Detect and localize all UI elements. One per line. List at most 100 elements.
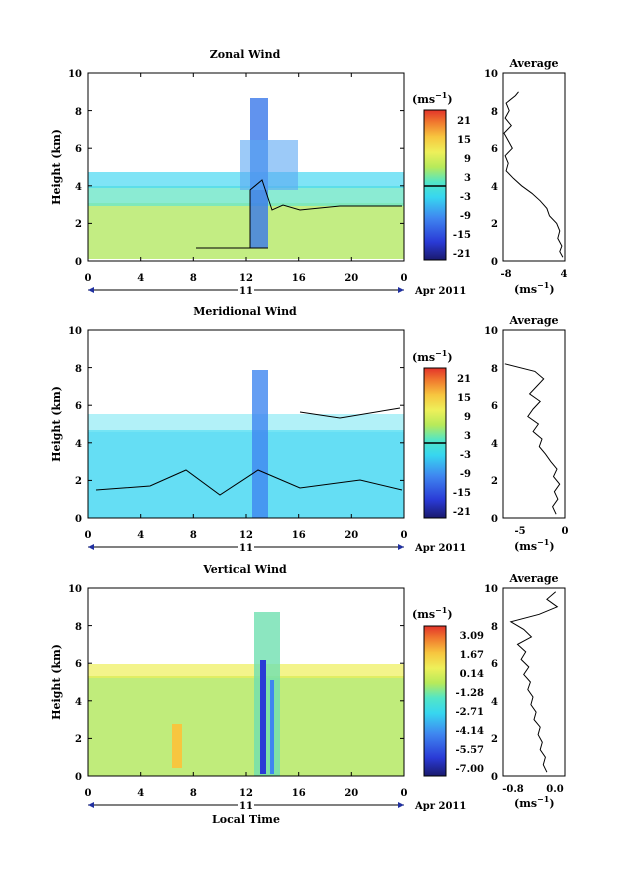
ytick-label: 6 [75,401,82,412]
panel-title: Vertical Wind [202,563,287,576]
colorbar-tick: -3 [460,450,471,461]
day-label: 11 [239,286,253,297]
ytick-label: 4 [75,697,82,708]
colorbar-tick: -15 [453,230,471,241]
average-x-label: (ms−1) [514,280,555,296]
average-frame [502,587,566,777]
ytick-0: 0 [75,257,404,268]
colorbar-tick: -21 [453,249,471,260]
colorbar-tick: 1.67 [460,650,484,661]
average-x-label: (ms−1) [514,537,555,553]
average-xtick-label: 4 [561,269,568,280]
convective-core [252,370,268,518]
ytick-label: 6 [491,401,498,412]
colorbar-tick: -5.57 [455,745,484,756]
colorbar-unit: (ms−1) [412,348,453,364]
colorbar-tick: 15 [457,393,471,404]
colorbar-tick: -21 [453,507,471,518]
xtick-label: 4 [137,788,144,799]
y-axis-label: Height (km) [50,386,63,462]
day-label: 11 [239,801,253,812]
ytick-label: 0 [491,514,498,525]
heatmap-field [88,612,404,776]
convective-column [254,612,280,776]
xtick-label: 16 [292,530,306,541]
heatmap-field [88,370,404,518]
average-title: Average [508,314,558,327]
average-y-axis: 0 2 4 6 8 10 [484,584,498,783]
xtick-label: 4 [137,530,144,541]
average-profile: Average 0 2 4 6 8 10 -8 4 (ms−1) [484,57,567,296]
colorbar-tick: 9 [464,412,471,423]
downdraft-core [260,660,266,774]
convective-edge [240,140,298,190]
band-upper [88,664,404,678]
band-low [88,203,404,259]
colorbar: (ms−1) 3.09 1.67 0.14 -1.28 -2.71 -4.14 … [412,605,484,777]
average-y-axis: 0 2 4 6 8 10 [484,326,498,525]
colorbar-tick: 21 [457,116,471,127]
xtick-label: 16 [292,273,306,284]
xtick: 0 [85,73,92,284]
band-upper [88,414,404,432]
day-bar: 11 Apr 2011 [88,284,466,297]
average-title: Average [508,572,558,585]
ytick-8: 8 [75,107,404,118]
band-mid [88,186,404,206]
x-axis-label: Local Time [212,813,280,826]
colorbar-tick: -1.28 [455,688,484,699]
colorbar-unit: (ms−1) [412,90,453,106]
colorbar-tick: -9 [460,211,471,222]
zonal-wind-panel: Zonal Wind 0 2 4 6 8 10 Height (km) 0 4 … [50,48,568,297]
average-xtick-label: -0.8 [502,784,524,795]
xtick-label: 0 [85,530,92,541]
ytick-2: 2 [75,219,404,230]
colorbar-unit: (ms−1) [412,605,453,621]
ytick-label: 4 [75,182,82,193]
ytick-label: 10 [68,69,82,80]
average-x-axis: -5 0 [514,526,568,537]
average-frame [502,72,566,262]
colorbar: (ms−1) 21 15 9 3 -3 -9 -15 -21 [412,348,471,519]
average-xtick-label: 0 [562,526,569,537]
colorbar-tick: 9 [464,154,471,165]
xtick-label: 20 [344,788,358,799]
average-profile-line [503,91,564,258]
ytick-label: 10 [484,326,498,337]
average-xtick-label: -8 [500,269,511,280]
xtick-label: 8 [190,273,197,284]
colorbar-tick: -4.14 [455,726,484,737]
xtick-label: 0 [401,273,408,284]
colorbar-tick: -3 [460,192,471,203]
band-low [88,430,404,518]
contour-line [299,407,401,419]
xtick-label: 4 [137,273,144,284]
average-x-label: (ms−1) [514,794,555,810]
x-axis: 0 4 8 12 16 20 0 [85,73,408,284]
xtick: 12 [239,73,253,284]
ytick-label: 4 [75,439,82,450]
ytick-label: 0 [491,772,498,783]
ytick-label: 8 [491,364,498,375]
colorbar-tick: 3 [464,431,471,442]
ytick-label: 4 [491,439,498,450]
xtick: 0 [401,73,408,284]
average-x-axis: -0.8 0.0 [502,784,564,795]
ytick-label: 10 [484,584,498,595]
downdraft-core [270,680,274,774]
xtick-label: 0 [85,273,92,284]
colorbar-tick: 3.09 [460,631,484,642]
ytick-10: 10 [68,69,404,80]
colorbar-ramp [423,109,447,261]
average-y-axis: 0 2 4 6 8 10 [484,69,498,268]
ytick-label: 8 [75,364,82,375]
colorbar: (ms−1) 21 15 9 3 -3 -9 -15 -21 [412,90,471,261]
xtick-label: 20 [344,530,358,541]
colorbar-tick: 3 [464,173,471,184]
ytick-6: 6 [75,144,404,155]
xtick: 20 [344,73,358,284]
colorbar-tick: -9 [460,469,471,480]
colorbar-tick: -15 [453,488,471,499]
date-label: Apr 2011 [414,801,466,812]
